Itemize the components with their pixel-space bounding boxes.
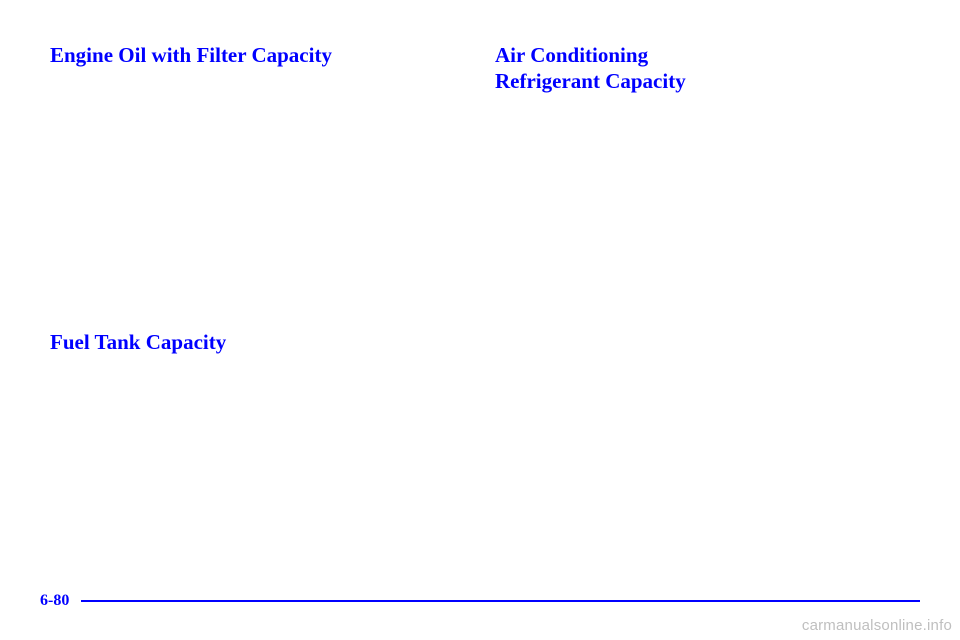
page-number: 6-80: [40, 592, 69, 610]
manual-page: Engine Oil with Filter Capacity Fuel Tan…: [0, 0, 960, 640]
watermark-text: carmanualsonline.info: [802, 617, 952, 634]
heading-ac-refrigerant-capacity: Air Conditioning Refrigerant Capacity: [495, 42, 910, 95]
columns: Engine Oil with Filter Capacity Fuel Tan…: [50, 42, 910, 372]
left-column: Engine Oil with Filter Capacity Fuel Tan…: [50, 42, 465, 372]
heading-fuel-tank-capacity: Fuel Tank Capacity: [50, 329, 465, 355]
spacer: [50, 84, 465, 329]
right-column: Air Conditioning Refrigerant Capacity: [495, 42, 910, 372]
page-footer: 6-80: [40, 592, 920, 610]
heading-line-1: Air Conditioning: [495, 43, 648, 67]
footer-rule: [81, 600, 920, 602]
heading-line-2: Refrigerant Capacity: [495, 69, 686, 93]
heading-engine-oil-capacity: Engine Oil with Filter Capacity: [50, 42, 465, 68]
